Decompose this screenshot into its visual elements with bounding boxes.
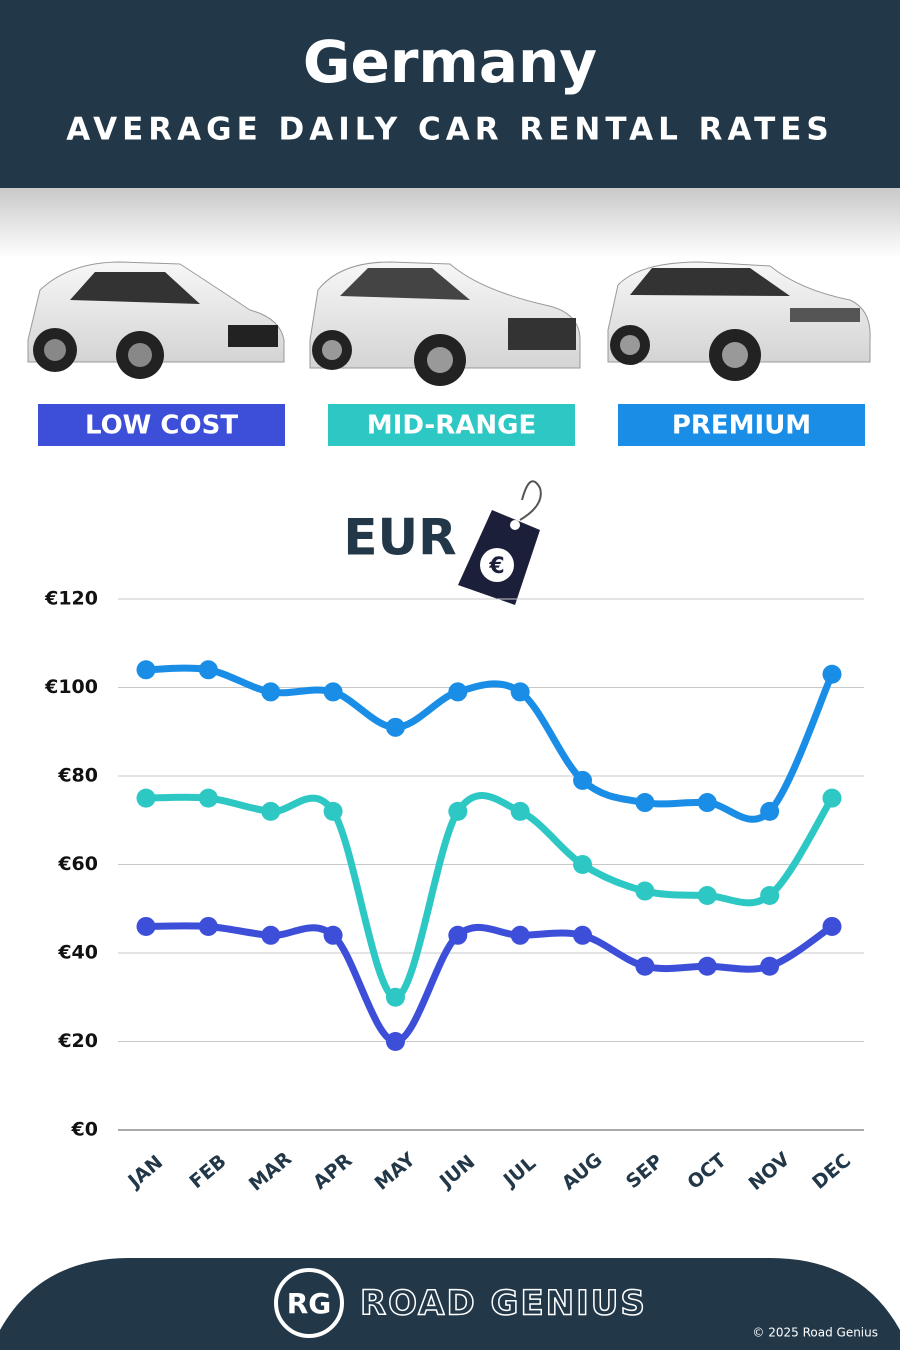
x-tick-label: OCT: [683, 1149, 730, 1194]
data-point: [261, 801, 281, 821]
data-point: [198, 660, 218, 680]
data-point: [760, 956, 780, 976]
currency-label: EUR: [343, 509, 456, 567]
data-point: [635, 793, 655, 813]
copyright: © 2025 Road Genius: [752, 1326, 878, 1340]
legend-swatch: [38, 404, 285, 446]
data-point: [261, 682, 281, 702]
price-tag-icon: €: [458, 480, 542, 605]
data-point: [822, 916, 842, 936]
data-point: [323, 801, 343, 821]
data-point: [448, 801, 468, 821]
data-point: [760, 885, 780, 905]
x-tick-label: SEP: [622, 1150, 667, 1193]
x-tick-label: MAY: [371, 1148, 420, 1194]
y-tick-label: €40: [57, 942, 98, 964]
legend-swatch: [328, 404, 575, 446]
data-point: [136, 916, 156, 936]
header: [0, 0, 900, 188]
data-point: [448, 682, 468, 702]
legend-label: LOW COST: [85, 411, 238, 441]
logo: RG: [287, 1287, 332, 1320]
subtitle: AVERAGE DAILY CAR RENTAL RATES: [66, 112, 834, 148]
data-point: [385, 717, 405, 737]
y-tick-label: €0: [71, 1119, 98, 1141]
title: Germany: [303, 28, 597, 96]
data-point: [323, 682, 343, 702]
data-point: [261, 925, 281, 945]
data-point: [635, 956, 655, 976]
data-point: [573, 770, 593, 790]
legend-swatch: [618, 404, 865, 446]
car-mid-range: [309, 261, 581, 386]
line-chart: €0 €20 €40 €60 €80 €100 €120 JAN FEB MAR APR MAY JUN…: [44, 588, 864, 1196]
x-tick-label: AUG: [558, 1149, 607, 1195]
car-low-cost: [27, 261, 285, 379]
header-shadow: [0, 188, 900, 258]
data-point: [697, 885, 717, 905]
data-point: [822, 788, 842, 808]
x-tick-label: MAR: [245, 1147, 296, 1195]
data-point: [385, 987, 405, 1007]
legend-label: MID-RANGE: [367, 411, 536, 441]
data-point: [822, 664, 842, 684]
data-point: [385, 1032, 405, 1051]
data-point: [697, 793, 717, 813]
data-point: [573, 925, 593, 945]
x-tick-label: FEB: [185, 1150, 230, 1193]
y-tick-label: €120: [44, 588, 98, 610]
data-point: [760, 801, 780, 821]
data-point: [136, 660, 156, 680]
data-point: [198, 916, 218, 936]
footer: [0, 1258, 900, 1350]
x-tick-label: DEC: [808, 1149, 855, 1193]
x-tick-label: JUN: [434, 1151, 479, 1194]
data-point: [323, 925, 343, 945]
legend-label: PREMIUM: [672, 411, 811, 441]
x-tick-label: JUL: [498, 1152, 540, 1192]
y-tick-label: €100: [44, 676, 98, 698]
legend: LOW COST MID-RANGE PREMIUM: [38, 404, 865, 446]
data-point: [697, 956, 717, 976]
y-tick-label: €20: [57, 1030, 98, 1052]
data-point: [136, 788, 156, 808]
car-premium: [607, 261, 871, 381]
x-tick-label: JAN: [123, 1151, 168, 1193]
y-tick-label: €60: [57, 853, 98, 875]
data-point: [510, 801, 530, 821]
y-tick-label: €80: [57, 765, 98, 787]
data-point: [510, 682, 530, 702]
data-point: [198, 788, 218, 808]
x-tick-label: APR: [309, 1149, 357, 1194]
data-point: [510, 925, 530, 945]
series-line: [142, 922, 836, 1046]
x-tick-label: NOV: [745, 1148, 795, 1195]
data-point: [573, 855, 593, 874]
data-point: [635, 881, 655, 901]
svg-text:€: €: [488, 554, 504, 579]
brand: ROAD GENIUS: [360, 1284, 647, 1324]
data-point: [448, 925, 468, 945]
logo-badge: [274, 1268, 344, 1338]
